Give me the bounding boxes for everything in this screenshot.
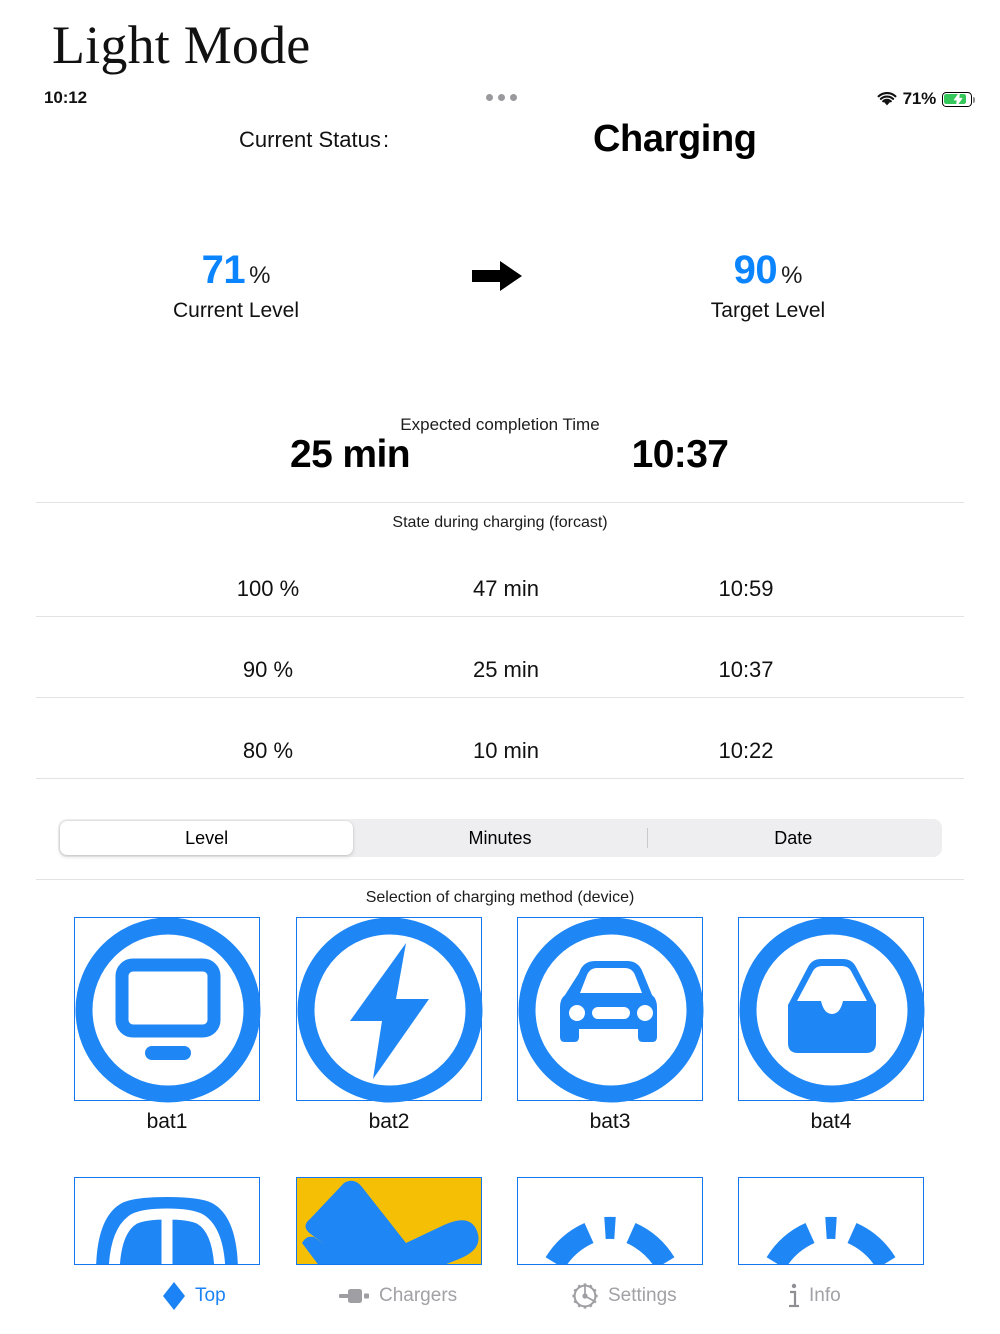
forecast-level: 100 %: [236, 576, 300, 601]
status-bar: 10:12 71%: [0, 88, 1000, 114]
car-in-circle-icon: [518, 917, 704, 1103]
more-dots-icon[interactable]: [486, 94, 517, 101]
current-level-caption: Current Level: [172, 299, 300, 322]
method-tile-label: bat1: [146, 1110, 188, 1133]
method-tile-airplane[interactable]: [296, 1177, 482, 1265]
divider: [36, 778, 964, 779]
tab-settings[interactable]: Settings: [570, 1280, 677, 1312]
target-level-unit: %: [781, 262, 803, 289]
current-level-unit: %: [249, 262, 271, 289]
forecast-time: 10:22: [718, 738, 774, 763]
monitor-in-circle-icon: [75, 917, 261, 1103]
dot: [510, 94, 517, 101]
forecast-time: 10:59: [718, 576, 774, 601]
divider: [36, 502, 964, 503]
method-tile-bat1[interactable]: [74, 917, 261, 1103]
segment-minutes[interactable]: Minutes: [468, 828, 532, 848]
tray-in-circle-icon: [739, 917, 925, 1103]
forecast-time: 10:37: [718, 657, 774, 682]
method-tile-label: bat2: [368, 1110, 410, 1133]
plug-icon: [339, 1289, 369, 1303]
tab-label: Top: [195, 1285, 226, 1306]
forecast-minutes: 25 min: [472, 657, 540, 682]
target-level-value-row: 90%: [670, 248, 866, 293]
battery-percent-label: 71%: [902, 89, 937, 108]
expected-completion-section: Expected completion Time 25 min 10:37: [0, 415, 1000, 485]
page-title: Light Mode: [52, 15, 311, 75]
forecast-minutes: 10 min: [472, 738, 540, 763]
forecast-level: 80 %: [242, 738, 294, 763]
current-status-separator: :: [383, 127, 390, 152]
current-status-label: Current Status: [239, 127, 381, 152]
tab-label: Chargers: [379, 1285, 458, 1306]
sofa-icon: [96, 1197, 238, 1264]
levels-section: 71% Current Level 90% Target Level: [0, 248, 1000, 338]
dot: [486, 94, 493, 101]
current-level-block: 71% Current Level: [138, 248, 334, 323]
method-tile-gauge-1[interactable]: [517, 1177, 703, 1265]
method-tile-bat3[interactable]: [517, 917, 704, 1103]
forecast-mode-segmented-control[interactable]: Level Minutes Date: [58, 819, 942, 857]
tab-top[interactable]: Top: [161, 1280, 226, 1312]
target-level-value: 90: [733, 248, 778, 292]
target-level-caption: Target Level: [710, 299, 826, 322]
arrow-right-icon: [472, 261, 522, 291]
segment-date[interactable]: Date: [646, 821, 940, 855]
status-bar-right: 71%: [877, 88, 976, 110]
method-tile-label: bat4: [810, 1110, 852, 1133]
current-level-value: 71: [201, 248, 246, 292]
method-selection-caption: Selection of charging method (device): [365, 889, 635, 906]
method-tile-sofa[interactable]: [74, 1177, 260, 1265]
table-row[interactable]: 100 % 47 min 10:59: [36, 576, 964, 657]
forecast-minutes: 47 min: [472, 576, 540, 601]
tab-label: Settings: [608, 1285, 677, 1306]
bolt-in-circle-icon: [297, 917, 483, 1103]
current-level-value-row: 71%: [138, 248, 334, 293]
target-level-block[interactable]: 90% Target Level: [670, 248, 866, 323]
dot: [498, 94, 505, 101]
forecast-caption: State during charging (forcast): [392, 514, 608, 531]
current-status-row: Current Status : Charging: [0, 118, 1000, 164]
gauge-icon: [766, 1216, 896, 1264]
expected-completion-caption: Expected completion Time: [400, 415, 600, 434]
table-row[interactable]: 90 % 25 min 10:37: [36, 657, 964, 738]
battery-charging-icon: [942, 91, 976, 107]
method-tile-bat4[interactable]: [738, 917, 925, 1103]
status-bar-time: 10:12: [44, 88, 87, 107]
tab-label: Info: [809, 1285, 841, 1306]
method-tile-gauge-2[interactable]: [738, 1177, 924, 1265]
table-row[interactable]: 80 % 10 min 10:22: [36, 738, 964, 819]
info-icon: [789, 1283, 799, 1308]
tab-info[interactable]: Info: [787, 1280, 841, 1312]
tab-bar: Top Chargers Settings: [0, 1266, 1000, 1334]
diamond-icon: [163, 1282, 185, 1310]
expected-completion-clock: 10:37: [631, 433, 729, 476]
forecast-level: 90 %: [242, 657, 294, 682]
tab-chargers[interactable]: Chargers: [339, 1280, 457, 1312]
bolt-glyph: [953, 92, 963, 106]
wifi-icon: [877, 91, 897, 105]
divider: [36, 616, 964, 617]
expected-completion-minutes: 25 min: [290, 433, 411, 476]
gear-icon: [572, 1283, 598, 1309]
method-tile-bat2[interactable]: [296, 917, 483, 1103]
divider: [36, 879, 964, 880]
method-tile-label: bat3: [589, 1110, 631, 1133]
airplane-icon: [297, 1178, 481, 1264]
divider: [36, 697, 964, 698]
segment-level[interactable]: Level: [60, 821, 354, 855]
gauge-icon: [545, 1216, 675, 1264]
current-status-value: Charging: [593, 118, 757, 160]
